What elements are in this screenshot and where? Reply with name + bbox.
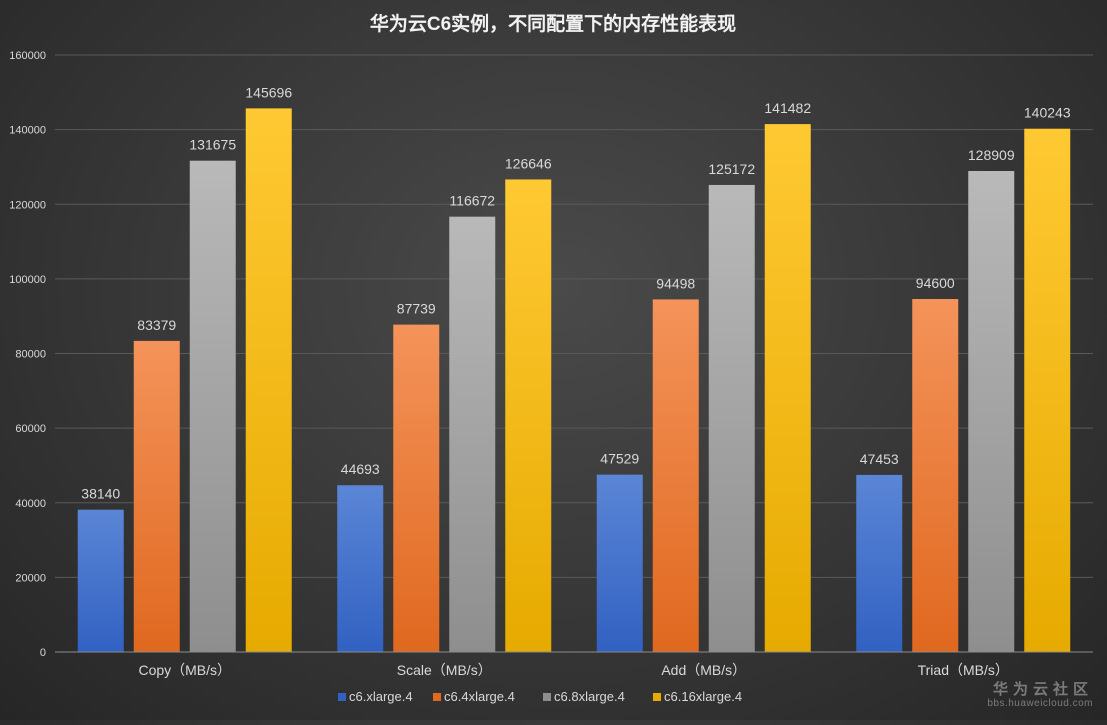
bar[interactable]: [245, 108, 292, 652]
bar[interactable]: [708, 184, 755, 653]
legend-swatch: [543, 693, 551, 701]
legend-item[interactable]: c6.4xlarge.4: [433, 689, 515, 704]
bar[interactable]: [764, 124, 811, 653]
watermark-title: 华为云社区: [992, 680, 1093, 698]
x-tick-label: Copy（MB/s）: [138, 662, 231, 678]
legend-label: c6.16xlarge.4: [664, 689, 742, 704]
legend[interactable]: c6.xlarge.4 c6.4xlarge.4 c6.8xlarge.4 c6.16…: [338, 689, 742, 704]
data-label: 87739: [397, 301, 436, 317]
y-tick-label: 80000: [15, 349, 46, 361]
bar[interactable]: [77, 509, 124, 652]
bar[interactable]: [189, 160, 236, 652]
bar[interactable]: [596, 474, 643, 652]
data-label: 126646: [505, 155, 552, 171]
bars: [77, 108, 1071, 653]
legend-swatch: [433, 693, 441, 701]
legend-label: c6.xlarge.4: [349, 689, 413, 704]
y-tick-label: 40000: [15, 498, 46, 510]
x-tick-label: Scale（MB/s）: [397, 662, 492, 678]
y-tick-label: 140000: [9, 125, 46, 137]
data-label: 83379: [137, 317, 176, 333]
y-tick-label: 120000: [9, 199, 46, 211]
bar[interactable]: [856, 474, 903, 652]
bar[interactable]: [505, 179, 552, 652]
x-tick-label: Triad（MB/s）: [918, 662, 1009, 678]
y-tick-label: 160000: [9, 50, 46, 62]
data-labels: 38140 83379 131675 145696 44693 87739 116672 12…: [81, 84, 1071, 501]
data-label: 131675: [189, 137, 236, 153]
chart-title: 华为云C6实例，不同配置下的内存性能表现: [370, 12, 736, 35]
data-label: 140243: [1024, 105, 1071, 121]
data-label: 141482: [764, 100, 811, 116]
watermark: 华为云社区 bbs.huaweicloud.com: [987, 680, 1093, 710]
data-label: 44693: [341, 461, 380, 477]
y-axis: 0 20000 40000 60000 80000 100000 120000 140000 1…: [9, 50, 46, 659]
legend-label: c6.8xlarge.4: [554, 689, 625, 704]
watermark-url: bbs.huaweicloud.com: [987, 698, 1093, 709]
y-tick-label: 0: [40, 647, 46, 659]
legend-swatch: [653, 693, 661, 701]
data-label: 116672: [449, 193, 495, 209]
data-label: 47453: [860, 451, 899, 467]
data-label: 128909: [968, 147, 1015, 163]
bar[interactable]: [449, 216, 496, 652]
bar[interactable]: [652, 299, 699, 652]
bar[interactable]: [393, 324, 440, 652]
legend-item[interactable]: c6.xlarge.4: [338, 689, 413, 704]
legend-swatch: [338, 693, 346, 701]
data-label: 94600: [916, 275, 955, 291]
x-tick-label: Add（MB/s）: [661, 662, 746, 678]
bar[interactable]: [968, 171, 1015, 652]
legend-label: c6.4xlarge.4: [444, 689, 515, 704]
data-label: 94498: [656, 275, 695, 291]
data-label: 47529: [600, 451, 639, 467]
y-tick-label: 20000: [15, 572, 46, 584]
bar[interactable]: [912, 299, 959, 652]
legend-item[interactable]: c6.16xlarge.4: [653, 689, 742, 704]
data-label: 145696: [245, 84, 292, 100]
x-axis: Copy（MB/s） Scale（MB/s） Add（MB/s） Triad（MB/s…: [55, 651, 1093, 678]
bar[interactable]: [133, 340, 180, 652]
y-tick-label: 100000: [9, 274, 46, 286]
data-label: 125172: [708, 161, 755, 177]
bar[interactable]: [1024, 128, 1071, 652]
data-label: 38140: [81, 486, 120, 502]
bar[interactable]: [337, 485, 384, 652]
y-tick-label: 60000: [15, 423, 46, 435]
legend-item[interactable]: c6.8xlarge.4: [543, 689, 625, 704]
